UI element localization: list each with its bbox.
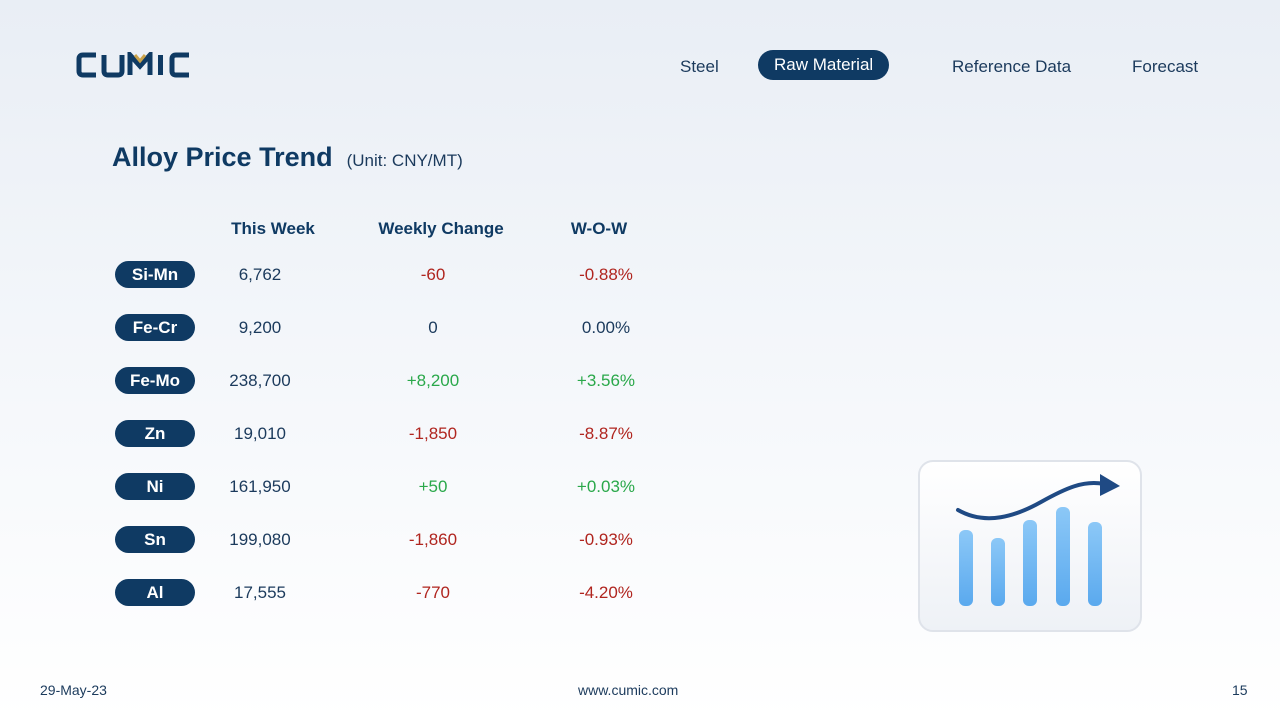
this-week-value: 238,700 [229, 371, 291, 390]
alloy-label: Fe-Mo [115, 367, 195, 394]
table-row: Zn 19,010 -1,850 -8.87% [0, 420, 800, 450]
nav-forecast[interactable]: Forecast [1132, 57, 1199, 76]
cumic-logo-mark [76, 52, 189, 78]
footer-website[interactable]: www.cumic.com [578, 682, 679, 698]
this-week-value: 199,080 [229, 530, 291, 549]
table-row: Fe-Mo 238,700 +8,200 +3.56% [0, 367, 800, 397]
this-week-value: 6,762 [238, 265, 282, 284]
table-row: Si-Mn 6,762 -60 -0.88% [0, 261, 800, 291]
table-row: Sn 199,080 -1,860 -0.93% [0, 526, 800, 556]
wow-value: +3.56% [576, 371, 636, 390]
this-week-value: 9,200 [238, 318, 282, 337]
nav-raw-material[interactable]: Raw Material [758, 50, 890, 80]
weekly-change-value: -1,860 [408, 530, 458, 549]
wow-value: -4.20% [579, 583, 633, 602]
wow-value: -0.88% [579, 265, 633, 284]
alloy-label: Ni [115, 473, 195, 500]
this-week-value: 17,555 [234, 583, 286, 602]
table-row: Ni 161,950 +50 +0.03% [0, 473, 800, 503]
column-header-this-week: This Week [231, 219, 315, 238]
top-nav: Steel Raw Material Reference Data Foreca… [0, 50, 1280, 84]
weekly-change-value: 0 [428, 318, 438, 337]
weekly-change-value: -770 [415, 583, 451, 602]
wow-value: -0.93% [579, 530, 633, 549]
alloy-label: Fe-Cr [115, 314, 195, 341]
this-week-value: 19,010 [234, 424, 286, 443]
column-header-weekly-change: Weekly Change [378, 219, 504, 238]
this-week-value: 161,950 [229, 477, 291, 496]
alloy-label: Sn [115, 526, 195, 553]
page-title-block: Alloy Price Trend (Unit: CNY/MT) [112, 142, 463, 173]
wow-value: -8.87% [579, 424, 633, 443]
nav-steel[interactable]: Steel [680, 57, 719, 76]
page-title: Alloy Price Trend [112, 142, 333, 172]
footer-page-number: 15 [1232, 682, 1248, 698]
table-row: Al 17,555 -770 -4.20% [0, 579, 800, 609]
weekly-change-value: +50 [418, 477, 448, 496]
nav-reference-data[interactable]: Reference Data [952, 57, 1072, 76]
unit-label: (Unit: CNY/MT) [346, 151, 463, 170]
rising-bar-chart-icon [916, 458, 1144, 634]
footer-date: 29-May-23 [40, 682, 107, 698]
alloy-label: Al [115, 579, 195, 606]
weekly-change-value: -60 [420, 265, 446, 284]
weekly-change-value: +8,200 [406, 371, 460, 390]
table-row: Fe-Cr 9,200 0 0.00% [0, 314, 800, 344]
cumic-logo[interactable] [76, 52, 204, 78]
column-header-wow: W-O-W [570, 219, 628, 238]
wow-value: +0.03% [576, 477, 636, 496]
alloy-label: Zn [115, 420, 195, 447]
weekly-change-value: -1,850 [408, 424, 458, 443]
alloy-label: Si-Mn [115, 261, 195, 288]
wow-value: 0.00% [581, 318, 631, 337]
